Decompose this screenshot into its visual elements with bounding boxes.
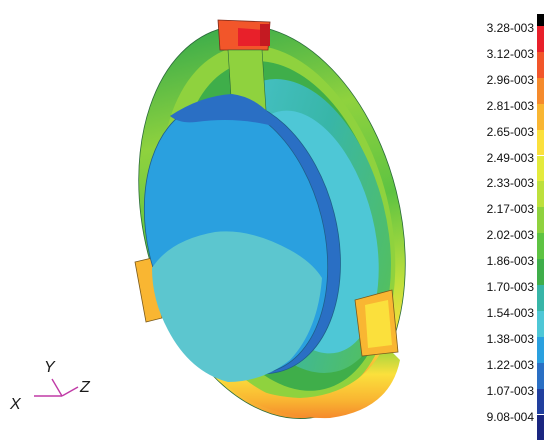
legend-swatch — [537, 389, 544, 415]
legend-label: 2.49-003 — [487, 151, 534, 165]
legend-label: 1.54-003 — [487, 306, 534, 320]
x-axis-label: X — [10, 396, 21, 414]
legend-swatch — [537, 130, 544, 156]
legend-swatch — [537, 207, 544, 233]
legend-swatch — [537, 52, 544, 78]
color-legend: 3.28-003 3.12-003 2.96-003 2.81-003 2.65-003… — [456, 14, 544, 424]
legend-swatch — [537, 259, 544, 285]
legend-label: 1.70-003 — [487, 280, 534, 294]
axis-triad: X Y Z — [0, 355, 110, 427]
legend-label: 9.08-004 — [487, 410, 534, 424]
legend-label: 3.28-003 — [487, 21, 534, 35]
z-axis-line — [62, 387, 78, 396]
legend-label: 2.96-003 — [487, 73, 534, 87]
legend-swatch — [537, 233, 544, 259]
z-axis-label: Z — [80, 379, 90, 397]
legend-swatch — [537, 181, 544, 207]
legend-label: 1.86-003 — [487, 254, 534, 268]
legend-label: 2.65-003 — [487, 125, 534, 139]
legend-label: 2.33-003 — [487, 176, 534, 190]
legend-label: 1.38-003 — [487, 332, 534, 346]
right-bracket-face — [365, 300, 392, 348]
top-bracket-cap — [260, 24, 270, 46]
legend-label: 3.12-003 — [487, 47, 534, 61]
legend-swatch — [537, 415, 544, 440]
legend-swatch — [537, 156, 544, 182]
legend-swatch — [537, 78, 544, 104]
y-axis-line — [52, 379, 62, 396]
legend-swatch — [537, 337, 544, 363]
legend-swatch — [537, 285, 544, 311]
legend-swatch — [537, 104, 544, 130]
axis-triad-lines — [0, 355, 110, 427]
legend-swatch — [537, 363, 544, 389]
legend-label: 1.22-003 — [487, 358, 534, 372]
legend-swatch — [537, 311, 544, 337]
legend-label: 2.81-003 — [487, 99, 534, 113]
legend-swatch — [537, 14, 544, 26]
legend-label: 1.07-003 — [487, 384, 534, 398]
y-axis-label: Y — [44, 359, 55, 377]
legend-label: 2.17-003 — [487, 202, 534, 216]
legend-swatch — [537, 26, 544, 52]
legend-label: 2.02-003 — [487, 228, 534, 242]
